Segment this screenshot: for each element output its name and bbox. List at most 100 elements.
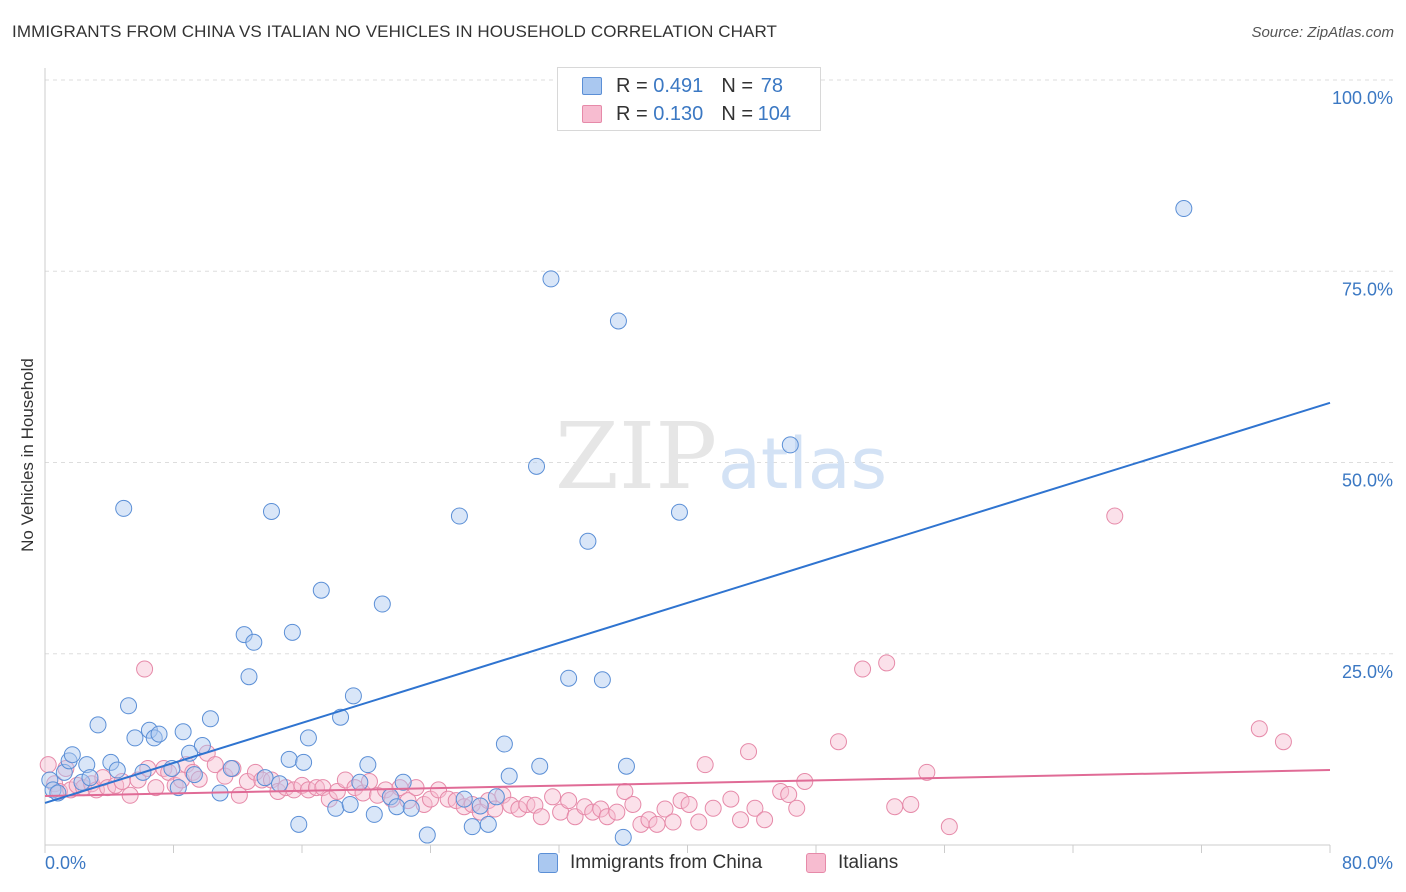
point-italians <box>136 660 154 678</box>
point-china <box>579 532 597 550</box>
legend-r-value-italians: 0.130 <box>653 102 704 125</box>
legend-swatch-italians <box>582 105 602 123</box>
point-italians <box>230 786 248 804</box>
legend-n-label: N = <box>721 102 753 125</box>
point-china <box>245 633 263 651</box>
point-china <box>63 746 81 764</box>
trend-lines <box>44 401 1331 804</box>
point-china <box>81 769 99 787</box>
point-italians <box>39 756 57 774</box>
legend-n-value-china: 78 <box>760 74 783 97</box>
point-china <box>185 766 203 784</box>
legend-r-value-china: 0.491 <box>653 74 704 97</box>
point-italians <box>940 818 958 836</box>
point-china <box>781 436 799 454</box>
point-china <box>463 818 481 836</box>
series-legend: Immigrants from China Italians <box>0 852 1406 878</box>
point-china <box>120 697 138 715</box>
trend-line-china <box>44 401 1331 804</box>
point-china <box>531 757 549 775</box>
point-italians <box>829 733 847 751</box>
point-italians <box>902 795 920 813</box>
point-italians <box>624 795 642 813</box>
watermark: ZIP atlas <box>555 403 887 510</box>
legend-item-italians[interactable]: Italians <box>806 852 898 874</box>
legend-swatch-china <box>538 853 558 873</box>
point-italians <box>608 803 626 821</box>
point-italians <box>918 763 936 781</box>
point-italians <box>206 756 224 774</box>
point-italians <box>1274 733 1292 751</box>
point-italians <box>640 811 658 829</box>
point-china <box>89 716 107 734</box>
point-italians <box>722 790 740 808</box>
point-china <box>670 503 688 521</box>
point-china <box>201 710 219 728</box>
watermark-atlas: atlas <box>718 423 887 505</box>
point-italians <box>1106 507 1124 525</box>
series-china <box>41 200 1193 846</box>
legend-swatch-china <box>582 77 602 95</box>
point-italians <box>740 743 758 761</box>
point-china <box>471 797 489 815</box>
point-china <box>351 773 369 791</box>
point-italians <box>648 815 666 833</box>
point-china <box>418 826 436 844</box>
point-china <box>479 815 497 833</box>
point-china <box>332 708 350 726</box>
point-china <box>41 771 59 789</box>
point-china <box>108 761 126 779</box>
point-china <box>487 788 505 806</box>
point-china <box>560 669 578 687</box>
point-italians <box>690 813 708 831</box>
point-italians <box>788 799 806 817</box>
point-china <box>455 790 473 808</box>
point-china <box>73 773 91 791</box>
legend-r-label: R = <box>616 74 648 97</box>
point-china <box>299 729 317 747</box>
point-china <box>359 756 377 774</box>
point-italians <box>486 800 504 818</box>
point-italians <box>544 788 562 806</box>
point-china <box>1175 200 1193 218</box>
y-tick-label: 75.0% <box>1342 279 1393 299</box>
point-italians <box>854 660 872 678</box>
point-china <box>450 507 468 525</box>
point-china <box>256 769 274 787</box>
point-italians <box>147 779 165 797</box>
point-china <box>283 623 301 641</box>
legend-label-china: Immigrants from China <box>570 852 763 873</box>
legend-label-italians: Italians <box>838 852 899 873</box>
point-italians <box>560 792 578 810</box>
legend-n-label: N = <box>721 74 753 97</box>
series-italians <box>39 507 1292 836</box>
point-china <box>388 798 406 816</box>
point-italians <box>532 808 550 826</box>
legend-swatch-italians <box>806 853 826 873</box>
point-italians <box>253 771 271 789</box>
point-china <box>78 756 96 774</box>
x-tick-label: 80.0% <box>1342 853 1393 873</box>
point-china <box>542 270 560 288</box>
point-china <box>394 773 412 791</box>
point-italians <box>696 756 714 774</box>
point-china <box>240 668 258 686</box>
point-china <box>115 499 133 517</box>
legend-item-china[interactable]: Immigrants from China <box>538 852 762 874</box>
tick-labels: 25.0% 50.0% 75.0% 100.0% 0.0% 80.0% <box>45 88 1393 873</box>
trend-line-italians <box>44 769 1331 798</box>
y-tick-label: 25.0% <box>1342 662 1393 682</box>
source-label: Source: ZipAtlas.com <box>1251 24 1394 41</box>
point-china <box>373 595 391 613</box>
y-tick-label: 100.0% <box>1332 88 1393 108</box>
axes <box>44 68 1331 853</box>
point-china <box>528 457 546 475</box>
point-italians <box>190 770 208 788</box>
point-china <box>126 729 144 747</box>
point-italians <box>732 811 750 829</box>
point-italians <box>680 795 698 813</box>
point-china <box>169 779 187 797</box>
point-china <box>365 805 383 823</box>
stats-legend: R = 0.491 N = 78 R = 0.130 N = 104 <box>557 67 821 131</box>
point-china <box>222 760 240 777</box>
